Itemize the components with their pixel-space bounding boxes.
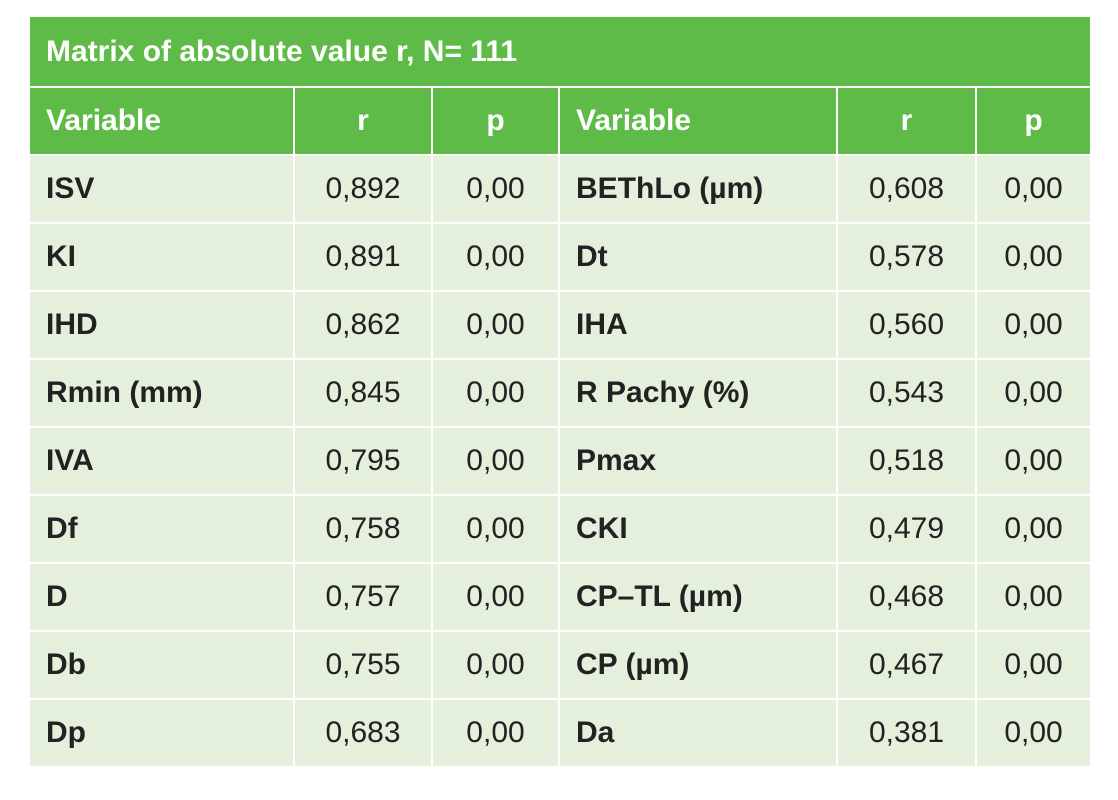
r-cell: 0,683 (293, 698, 433, 768)
data-row: Df 0,758 0,00 CKI 0,479 0,00 (28, 494, 1093, 564)
header-cell: r (293, 86, 433, 156)
r-cell: 0,892 (293, 154, 433, 224)
p-cell: 0,00 (974, 494, 1093, 564)
variable-cell: R Pachy (%) (558, 358, 838, 428)
r-cell: 0,862 (293, 290, 433, 360)
variable-cell: IVA (28, 426, 295, 496)
variable-cell: Db (28, 630, 295, 700)
p-cell: 0,00 (974, 222, 1093, 292)
p-cell: 0,00 (974, 698, 1093, 768)
data-row: D 0,757 0,00 CP–TL (µm) 0,468 0,00 (28, 562, 1093, 632)
p-cell: 0,00 (431, 494, 560, 564)
p-cell: 0,00 (974, 562, 1093, 632)
r-cell: 0,757 (293, 562, 433, 632)
variable-cell: ISV (28, 154, 295, 224)
r-cell: 0,381 (836, 698, 977, 768)
header-cell: p (431, 86, 560, 156)
p-cell: 0,00 (431, 154, 560, 224)
p-cell: 0,00 (431, 290, 560, 360)
variable-cell: CKI (558, 494, 838, 564)
p-cell: 0,00 (431, 562, 560, 632)
table-title: Matrix of absolute value r, N= 111 (27, 15, 1093, 88)
variable-cell: CP (µm) (558, 630, 838, 700)
table-body: Matrix of absolute value r, N= 111 Varia… (27, 15, 1093, 768)
header-row: Variable r p Variable r p (28, 86, 1093, 156)
variable-cell: Rmin (mm) (28, 358, 295, 428)
p-cell: 0,00 (974, 426, 1093, 496)
p-cell: 0,00 (974, 154, 1093, 224)
r-cell: 0,543 (836, 358, 977, 428)
r-cell: 0,467 (836, 630, 977, 700)
variable-cell: Pmax (558, 426, 838, 496)
variable-cell: KI (28, 222, 295, 292)
data-row: KI 0,891 0,00 Dt 0,578 0,00 (28, 222, 1093, 292)
header-cell: r (836, 86, 977, 156)
p-cell: 0,00 (974, 630, 1093, 700)
header-cell: Variable (28, 86, 295, 156)
r-cell: 0,468 (836, 562, 977, 632)
data-row: IHD 0,862 0,00 IHA 0,560 0,00 (28, 290, 1093, 360)
r-cell: 0,479 (836, 494, 977, 564)
variable-cell: Dp (28, 698, 295, 768)
data-row: ISV 0,892 0,00 BEThLo (µm) 0,608 0,00 (28, 154, 1093, 224)
data-row: Rmin (mm) 0,845 0,00 R Pachy (%) 0,543 0,00 (28, 358, 1093, 428)
r-cell: 0,560 (836, 290, 977, 360)
p-cell: 0,00 (974, 358, 1093, 428)
r-cell: 0,608 (836, 154, 977, 224)
variable-cell: Dt (558, 222, 838, 292)
correlation-table: Matrix of absolute value r, N= 111 Varia… (27, 15, 1093, 768)
data-row: Dp 0,683 0,00 Da 0,381 0,00 (28, 698, 1093, 768)
p-cell: 0,00 (431, 630, 560, 700)
header-cell: Variable (558, 86, 838, 156)
p-cell: 0,00 (431, 222, 560, 292)
r-cell: 0,578 (836, 222, 977, 292)
r-cell: 0,891 (293, 222, 433, 292)
variable-cell: BEThLo (µm) (558, 154, 838, 224)
r-cell: 0,845 (293, 358, 433, 428)
p-cell: 0,00 (431, 426, 560, 496)
data-row: IVA 0,795 0,00 Pmax 0,518 0,00 (28, 426, 1093, 496)
variable-cell: IHA (558, 290, 838, 360)
r-cell: 0,755 (293, 630, 433, 700)
r-cell: 0,758 (293, 494, 433, 564)
variable-cell: CP–TL (µm) (558, 562, 838, 632)
p-cell: 0,00 (431, 358, 560, 428)
variable-cell: IHD (28, 290, 295, 360)
r-cell: 0,795 (293, 426, 433, 496)
data-row: Db 0,755 0,00 CP (µm) 0,467 0,00 (28, 630, 1093, 700)
variable-cell: D (28, 562, 295, 632)
r-cell: 0,518 (836, 426, 977, 496)
title-row: Matrix of absolute value r, N= 111 (27, 15, 1093, 88)
p-cell: 0,00 (974, 290, 1093, 360)
variable-cell: Da (558, 698, 838, 768)
variable-cell: Df (28, 494, 295, 564)
header-cell: p (974, 86, 1093, 156)
p-cell: 0,00 (431, 698, 560, 768)
